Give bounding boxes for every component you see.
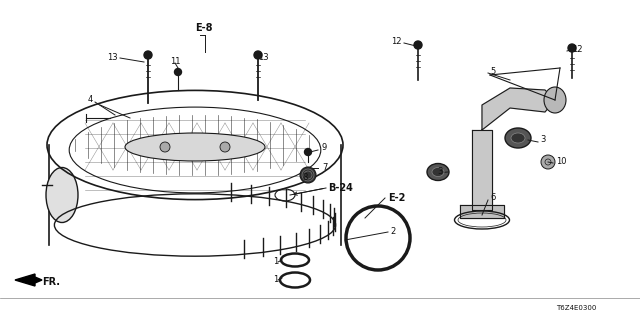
- Text: FR.: FR.: [42, 277, 60, 287]
- Text: 12: 12: [392, 37, 402, 46]
- Ellipse shape: [511, 133, 525, 143]
- Ellipse shape: [505, 128, 531, 148]
- Circle shape: [254, 51, 262, 59]
- Text: E-8: E-8: [195, 23, 212, 33]
- Circle shape: [414, 41, 422, 49]
- Polygon shape: [472, 130, 492, 210]
- Circle shape: [220, 142, 230, 152]
- Circle shape: [144, 51, 152, 59]
- Text: 3: 3: [437, 167, 442, 177]
- Text: 1: 1: [273, 276, 278, 284]
- Text: 13: 13: [108, 53, 118, 62]
- Text: 1: 1: [273, 258, 278, 267]
- Polygon shape: [15, 274, 42, 286]
- Text: 5: 5: [490, 68, 495, 76]
- Text: 11: 11: [170, 58, 180, 67]
- Ellipse shape: [46, 167, 78, 222]
- Text: 10: 10: [556, 157, 566, 166]
- Text: 8: 8: [303, 173, 308, 182]
- Text: E-2: E-2: [388, 193, 405, 203]
- Text: 2: 2: [390, 228, 396, 236]
- Circle shape: [568, 44, 576, 52]
- Circle shape: [300, 167, 316, 183]
- Ellipse shape: [125, 133, 265, 161]
- Circle shape: [305, 148, 312, 156]
- Circle shape: [541, 155, 555, 169]
- Polygon shape: [460, 205, 504, 218]
- Ellipse shape: [48, 92, 342, 199]
- Text: 9: 9: [322, 143, 327, 153]
- Text: T6Z4E0300: T6Z4E0300: [556, 305, 596, 311]
- Ellipse shape: [544, 87, 566, 113]
- Text: 3: 3: [540, 135, 545, 145]
- Text: 6: 6: [490, 194, 495, 203]
- Ellipse shape: [427, 164, 449, 180]
- Circle shape: [160, 142, 170, 152]
- Text: B-24: B-24: [328, 183, 353, 193]
- Text: 13: 13: [258, 53, 269, 62]
- Ellipse shape: [432, 167, 444, 177]
- Text: 4: 4: [88, 95, 93, 105]
- Text: 12: 12: [572, 45, 582, 54]
- Polygon shape: [482, 88, 555, 130]
- Circle shape: [175, 68, 182, 76]
- Text: 7: 7: [322, 164, 328, 172]
